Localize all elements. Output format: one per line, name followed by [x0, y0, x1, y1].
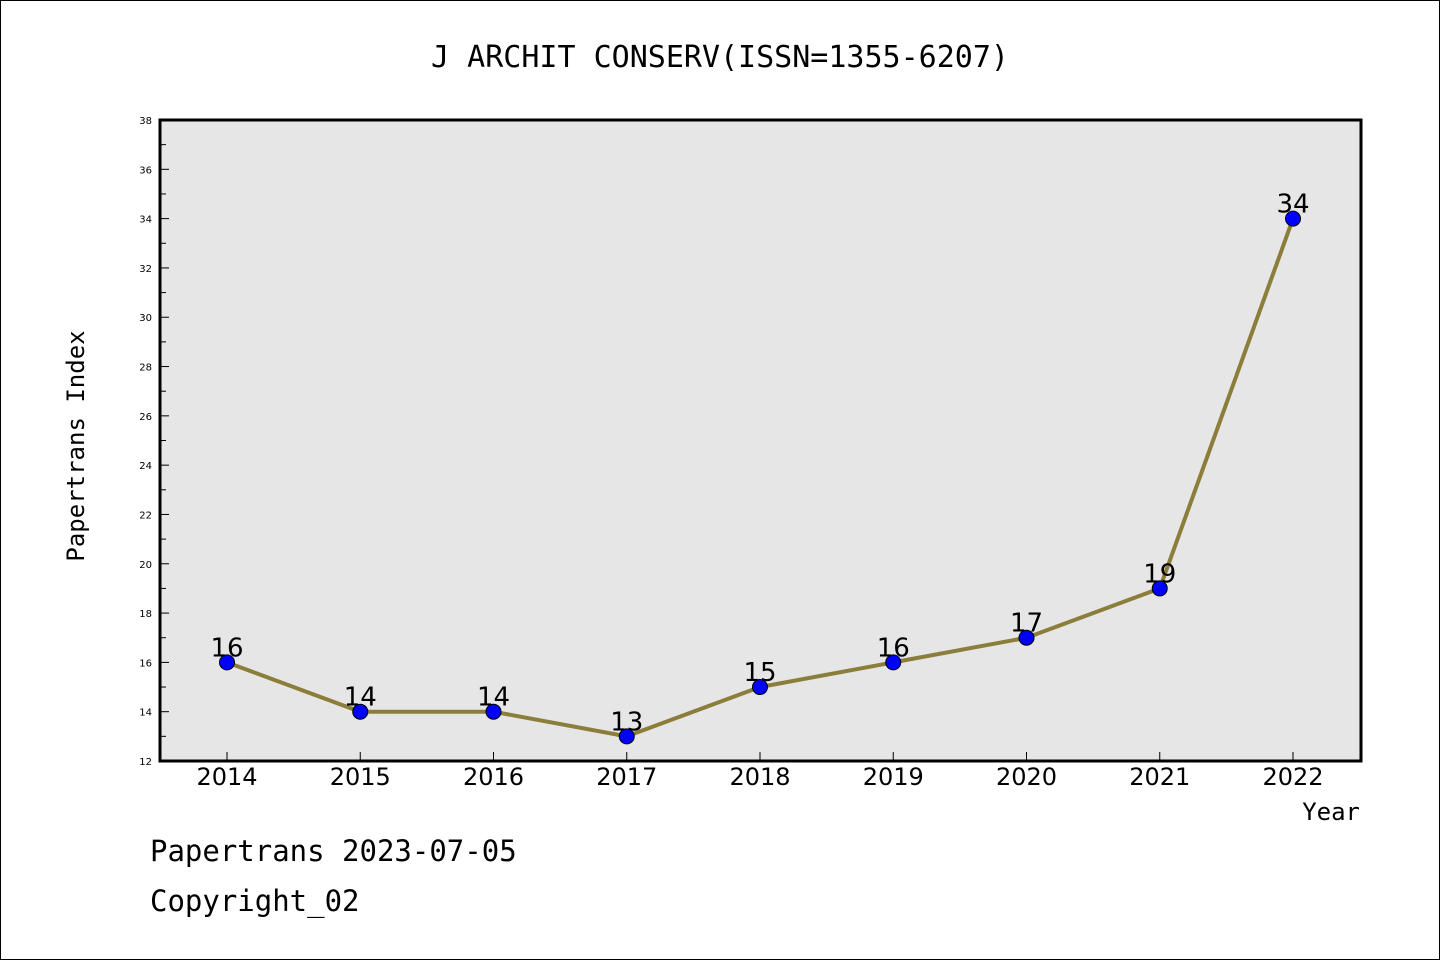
data-label: 16 — [877, 633, 910, 663]
plot-area — [158, 118, 1363, 763]
footer-date: Papertrans 2023-07-05 — [150, 834, 517, 868]
data-label: 14 — [344, 683, 377, 713]
footer-copyright: Copyright_02 — [150, 884, 360, 918]
chart-title: J ARCHIT CONSERV(ISSN=1355-6207) — [431, 40, 1009, 75]
data-point — [219, 654, 235, 671]
series-line — [219, 210, 1301, 745]
y-tick-label: 36 — [139, 165, 152, 176]
data-label: 16 — [210, 633, 243, 663]
data-point — [352, 703, 369, 720]
x-tick-label: 2017 — [596, 763, 657, 791]
y-tick-label: 22 — [139, 510, 152, 521]
data-label: 34 — [1276, 190, 1309, 220]
x-tick-label: 2016 — [463, 763, 524, 791]
data-label: 19 — [1143, 559, 1176, 589]
data-label: 17 — [1010, 609, 1043, 639]
data-label: 15 — [743, 658, 776, 688]
data-point — [885, 654, 902, 671]
x-axis: 2014 2015 2016 2017 2018 2019 2020 2021 2022 — [196, 752, 1324, 791]
y-tick-label: 34 — [139, 215, 152, 226]
y-tick-label: 30 — [139, 313, 152, 324]
x-tick-label: 2021 — [1129, 763, 1190, 791]
y-tick-label: 28 — [139, 363, 152, 374]
y-tick-label: 20 — [139, 560, 152, 571]
x-tick-label: 2019 — [863, 763, 924, 791]
y-tick-label: 32 — [139, 264, 152, 275]
x-tick-label: 2015 — [330, 763, 391, 791]
y-axis: 12 14 16 18 20 22 24 26 28 30 32 34 36 38 — [139, 116, 169, 768]
x-tick-label: 2022 — [1262, 763, 1323, 791]
data-labels: 16 14 14 13 15 16 17 19 34 — [210, 190, 1309, 738]
x-tick-label: 2018 — [729, 763, 790, 791]
y-tick-label: 26 — [139, 412, 152, 423]
data-point — [1018, 629, 1035, 646]
y-tick-label: 38 — [139, 116, 152, 127]
x-axis-label: Year — [1302, 798, 1360, 826]
data-point — [1285, 210, 1301, 227]
data-point — [485, 703, 502, 720]
y-tick-label: 12 — [139, 757, 152, 768]
data-label: 13 — [610, 707, 643, 737]
y-tick-label: 14 — [139, 708, 152, 719]
y-tick-label: 18 — [139, 609, 152, 620]
data-point — [1151, 580, 1168, 597]
y-axis-label: Papertrans Index — [62, 330, 90, 561]
y-tick-label: 24 — [139, 461, 152, 472]
data-label: 14 — [477, 683, 510, 713]
y-tick-label: 16 — [139, 658, 152, 669]
x-tick-label: 2020 — [996, 763, 1057, 791]
data-point — [618, 728, 635, 745]
x-tick-label: 2014 — [196, 763, 257, 791]
data-point — [752, 679, 768, 696]
